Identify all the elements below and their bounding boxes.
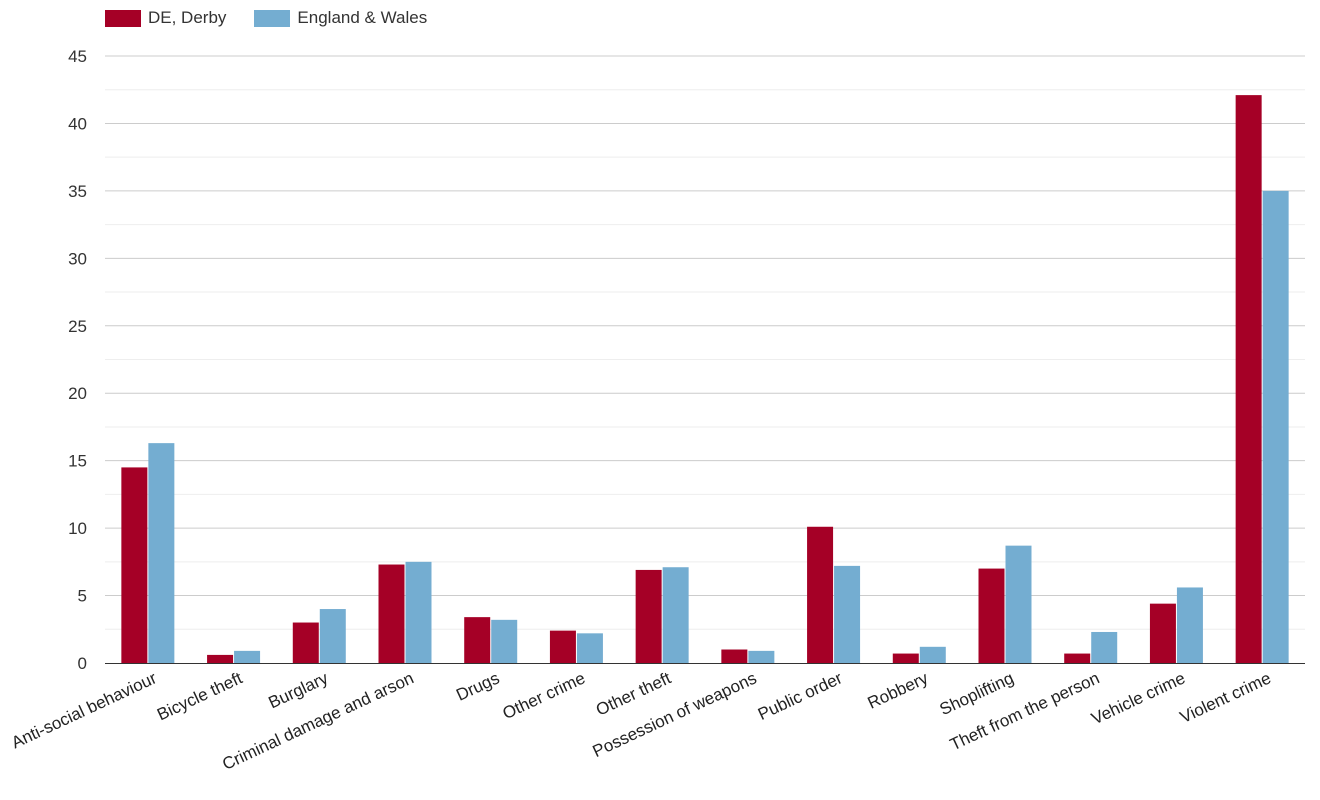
y-tick-label: 30	[68, 249, 87, 268]
bar	[1005, 545, 1032, 663]
x-tick-label: Vehicle crime	[1088, 668, 1188, 728]
legend-swatch-england-wales	[254, 9, 291, 27]
bar	[549, 630, 576, 663]
x-tick-label: Public order	[755, 668, 846, 724]
y-tick-label: 45	[68, 47, 87, 66]
bar	[148, 443, 175, 663]
y-tick-label: 40	[68, 114, 87, 133]
bar	[464, 617, 491, 663]
bar	[1064, 653, 1091, 663]
legend-label-england-wales: England & Wales	[297, 8, 428, 27]
bar	[207, 654, 234, 663]
bar	[807, 526, 834, 663]
bar	[721, 649, 748, 663]
bar	[576, 633, 603, 663]
legend: DE, Derby England & Wales	[105, 8, 455, 28]
bar	[748, 650, 775, 663]
bar	[121, 467, 148, 663]
x-tick-label: Bicycle theft	[154, 668, 245, 724]
bar	[1176, 587, 1203, 663]
y-tick-label: 0	[78, 654, 87, 673]
x-tick-label: Robbery	[865, 668, 932, 713]
y-tick-label: 5	[78, 587, 87, 606]
bar	[635, 569, 662, 663]
bar	[919, 646, 946, 663]
y-tick-label: 25	[68, 317, 87, 336]
x-tick-label: Possession of weapons	[590, 668, 760, 761]
bar	[378, 564, 405, 663]
bar	[834, 565, 861, 663]
bar	[978, 568, 1005, 663]
bar	[1149, 603, 1176, 663]
x-tick-label: Violent crime	[1177, 668, 1274, 727]
bar	[662, 567, 689, 663]
bar	[1262, 190, 1289, 663]
x-tick-label: Burglary	[266, 668, 332, 712]
bar	[491, 619, 518, 663]
legend-swatch-derby	[105, 9, 141, 27]
bar	[292, 622, 319, 663]
bar	[234, 650, 261, 663]
legend-item-england-wales[interactable]: England & Wales	[254, 8, 427, 28]
bar	[1235, 95, 1262, 663]
bar	[892, 653, 919, 663]
legend-label-derby: DE, Derby	[148, 8, 227, 27]
bar	[319, 609, 346, 663]
y-tick-label: 15	[68, 452, 87, 471]
x-tick-label: Other crime	[500, 668, 589, 723]
bar	[1091, 631, 1118, 663]
legend-item-derby[interactable]: DE, Derby	[105, 8, 226, 28]
x-tick-label: Drugs	[453, 668, 502, 704]
y-tick-label: 35	[68, 182, 87, 201]
x-tick-label: Theft from the person	[947, 668, 1102, 754]
x-tick-label: Anti-social behaviour	[8, 668, 159, 752]
y-tick-label: 20	[68, 384, 87, 403]
y-tick-label: 10	[68, 519, 87, 538]
bar	[405, 561, 432, 663]
